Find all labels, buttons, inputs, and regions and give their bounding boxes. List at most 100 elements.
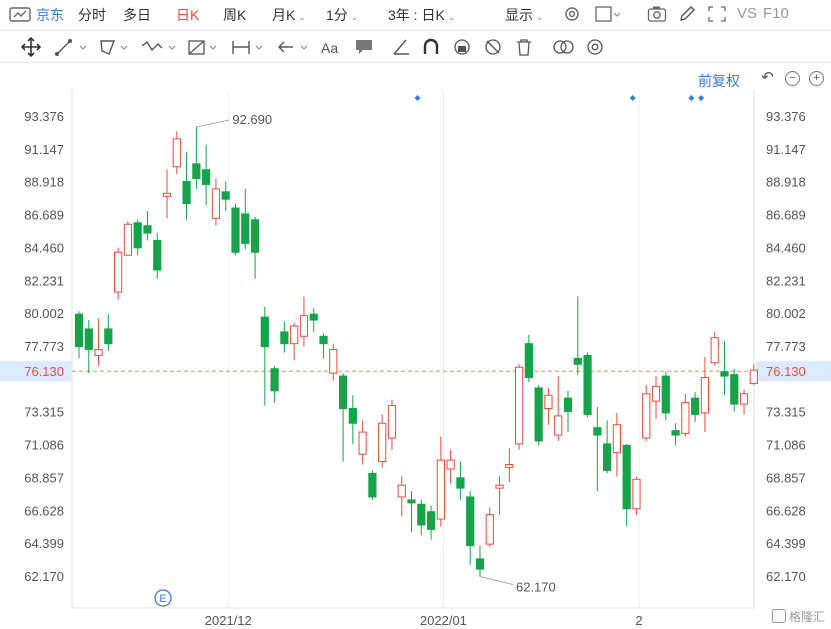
- high-annotation-line: [196, 119, 230, 128]
- tab-intraday[interactable]: 分时: [78, 7, 106, 23]
- current-price-box-left: [0, 361, 72, 382]
- y-tick-label-left: 68.857: [24, 470, 64, 485]
- compare-tool-icon[interactable]: [553, 40, 574, 54]
- candle-body-down: [583, 354, 592, 415]
- hide-tool-icon[interactable]: [485, 39, 501, 55]
- candle-body-down: [456, 477, 465, 489]
- candle-body-down: [573, 357, 582, 365]
- settings-tool-icon[interactable]: [587, 39, 603, 55]
- candle-body-down: [603, 443, 612, 471]
- polygon-tool-icon[interactable]: [100, 40, 128, 55]
- candle-body-down: [661, 375, 670, 414]
- range-select[interactable]: 3年 : 日K ⌄: [388, 5, 455, 25]
- candle-body-down: [671, 430, 680, 436]
- y-tick-label-left: 62.170: [24, 569, 64, 584]
- y-tick-label-right: 73.315: [766, 405, 806, 420]
- stock-icon: [8, 5, 32, 23]
- pen-icon[interactable]: [678, 5, 696, 26]
- delete-tool-icon[interactable]: [517, 39, 531, 56]
- display-label: 显示: [505, 7, 533, 23]
- y-tick-label-left: 71.086: [24, 438, 64, 453]
- magnet-tool-icon[interactable]: [423, 38, 439, 54]
- comment-tool-icon[interactable]: [356, 40, 372, 54]
- zoom-in-icon[interactable]: +: [809, 71, 824, 86]
- current-price-label-right: 76.130: [766, 364, 806, 379]
- arrow-tool-icon[interactable]: [278, 41, 308, 53]
- candle-body-down: [221, 191, 230, 200]
- low-annotation-line: [479, 576, 514, 585]
- candle-body-down: [309, 313, 318, 321]
- watermark: 格隆汇: [771, 608, 825, 625]
- candle-body-up: [329, 349, 338, 374]
- range-label: 3年 : 日K: [388, 7, 445, 23]
- measure-tool-icon[interactable]: [188, 40, 217, 55]
- candle-body-up: [749, 369, 758, 384]
- candle-body-down: [202, 169, 211, 185]
- y-tick-label-left: 64.399: [24, 536, 64, 551]
- stock-name[interactable]: 京东: [36, 7, 64, 23]
- candle-body-up: [378, 422, 387, 463]
- display-select[interactable]: 显示 ⌄: [505, 5, 544, 25]
- candlestick-chart[interactable]: 93.376 93.376 91.147 91.147 88.918 88.918 86.6…: [0, 90, 831, 629]
- candle-body-up: [632, 478, 641, 510]
- camera-icon[interactable]: [647, 5, 667, 26]
- undo-icon[interactable]: ↶: [761, 69, 774, 86]
- event-marker-diamond: [698, 95, 705, 101]
- candle-body-down: [270, 368, 279, 392]
- line-tool-icon[interactable]: [55, 39, 87, 56]
- candle-body-down: [563, 397, 573, 412]
- candle-body-up: [397, 484, 406, 498]
- watermark-logo-icon: [771, 609, 786, 623]
- candle-body-up: [446, 459, 455, 470]
- range-tool-icon[interactable]: [232, 41, 263, 54]
- candle-body-down: [417, 503, 426, 526]
- candle-body-down: [280, 331, 289, 345]
- candle-body-up: [172, 138, 181, 168]
- y-tick-label-right: 88.918: [766, 175, 806, 190]
- y-tick-label-right: 68.857: [766, 470, 806, 485]
- angle-tool-icon[interactable]: [393, 39, 409, 55]
- minute-label: 1分: [326, 7, 348, 23]
- text-tool-icon[interactable]: Aa: [321, 40, 338, 56]
- x-tick-label: 2021/12: [205, 613, 252, 628]
- candle-body-down: [348, 408, 357, 424]
- move-tool-icon[interactable]: [20, 36, 42, 58]
- candle-body-up: [495, 484, 504, 489]
- top-toolbar: 京东 分时 多日 日K 周K 月K ⌄ 1分 ⌄ 3年 : 日K ⌄ 显示 ⌄ VS F…: [0, 0, 831, 28]
- tab-daily-k[interactable]: 日K: [176, 7, 200, 23]
- monthly-k-label: 月K: [272, 7, 296, 23]
- event-e-marker-label: E: [159, 593, 166, 605]
- tab-monthly-k[interactable]: 月K ⌄: [272, 5, 306, 25]
- y-tick-label-left: 84.460: [24, 240, 64, 255]
- y-tick-label-right: 82.231: [766, 273, 806, 288]
- high-annotation-label: 92.690: [232, 112, 272, 127]
- fuquan-button[interactable]: 前复权: [698, 73, 740, 89]
- candle-body-up: [700, 377, 710, 414]
- candle-body-down: [534, 387, 543, 442]
- tab-weekly-k[interactable]: 周K: [223, 7, 247, 23]
- candle-body-down: [622, 444, 631, 510]
- candle-body-down: [593, 427, 602, 436]
- candle-body-up: [94, 349, 103, 356]
- color-picker[interactable]: [595, 5, 621, 26]
- current-price-box-right: [756, 361, 831, 382]
- gear-icon[interactable]: [563, 5, 581, 26]
- fullscreen-icon[interactable]: [707, 5, 727, 26]
- y-tick-label-left: 86.689: [24, 208, 64, 223]
- candle-body-down: [182, 181, 191, 205]
- candle-body-down: [475, 558, 485, 570]
- vs-button[interactable]: VS: [737, 5, 758, 22]
- lock-tool-icon[interactable]: [454, 39, 470, 55]
- wave-tool-icon[interactable]: [141, 40, 176, 52]
- tab-multiday[interactable]: 多日: [123, 7, 151, 23]
- f10-button[interactable]: F10: [763, 5, 789, 22]
- y-tick-label-right: 91.147: [766, 142, 806, 157]
- minute-select[interactable]: 1分 ⌄: [326, 5, 358, 25]
- x-tick-label: 2: [635, 613, 642, 628]
- candle-body-down: [74, 313, 84, 348]
- event-marker-diamond: [688, 95, 695, 101]
- candle-body-up: [651, 385, 661, 402]
- chevron-down-icon: ⌄: [350, 12, 359, 22]
- zoom-out-icon[interactable]: −: [785, 71, 800, 86]
- y-tick-label-right: 86.689: [766, 208, 806, 223]
